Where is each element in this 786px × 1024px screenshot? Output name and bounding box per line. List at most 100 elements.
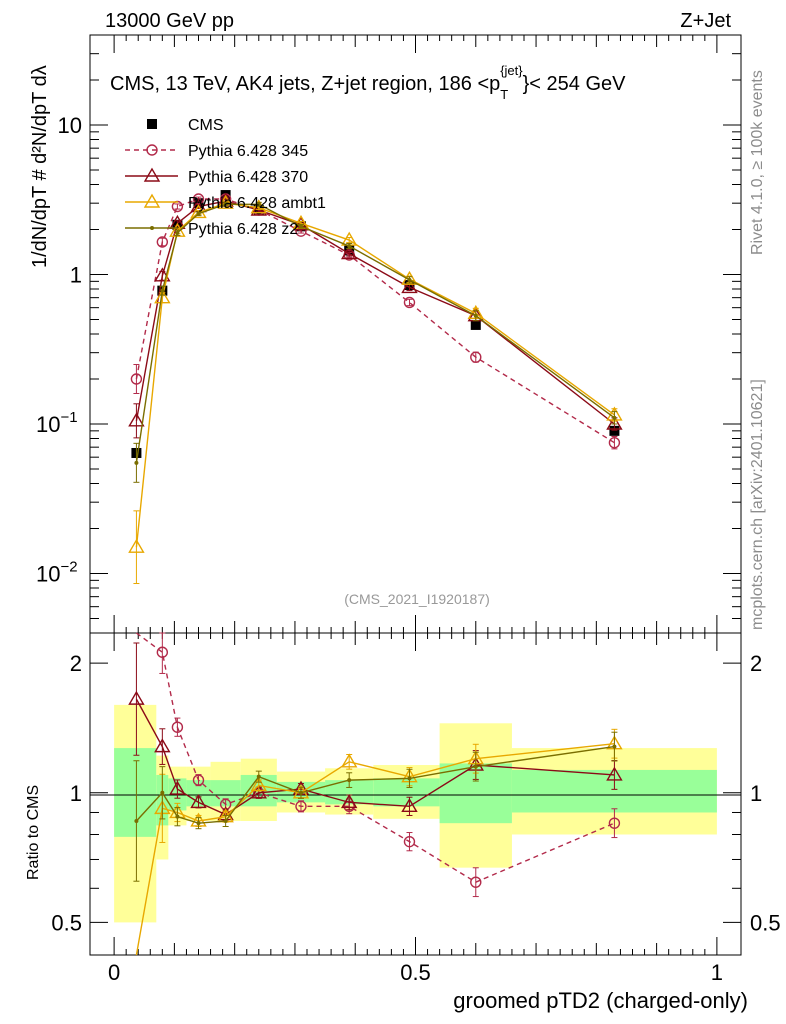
- main-y-label-text: 1/dN/dpT # d²N/dpT dλ: [29, 65, 51, 268]
- ratio-point-ambt1: [340, 753, 358, 768]
- ratio-series-z2: [133, 731, 618, 882]
- ratio-point-z2: [223, 818, 228, 823]
- main-y-tick-label: 10−1: [36, 409, 78, 437]
- data-point-cms: [609, 425, 620, 436]
- data-point-p370: [340, 245, 358, 260]
- ratio-point-z2: [175, 814, 180, 819]
- data-point-p370: [606, 415, 623, 430]
- main-y-axis: 10 1 10−1 10−2: [36, 34, 741, 634]
- data-point-z2: [256, 202, 261, 207]
- data-point-p345: [470, 351, 482, 363]
- x-axis-label: groomed pTD2 (charged-only): [453, 988, 748, 1013]
- ratio-series-p370: [128, 642, 623, 821]
- x-tick-label: 0: [108, 960, 120, 985]
- ratio-point-p345: [470, 876, 482, 888]
- data-point-z2: [473, 313, 478, 318]
- data-point-p345: [156, 236, 169, 248]
- data-point-z2: [160, 288, 165, 293]
- header-right: Z+Jet: [680, 10, 731, 32]
- ratio-point-p345: [295, 800, 307, 813]
- ratio-y-tick-label: 1: [70, 781, 82, 806]
- legend-label-cms: CMS: [188, 117, 224, 134]
- legend: CMS Pythia 6.428 345 Pythia 6.428 370 Pythi…: [125, 117, 326, 238]
- ratio-point-z2: [407, 776, 412, 781]
- ratio-point-z2: [160, 790, 165, 795]
- ratio-y-tick-label: 0.5: [51, 910, 82, 935]
- ratio-bands: [114, 704, 717, 923]
- main-y-tick-label: 1: [70, 263, 82, 288]
- legend-label-p345: Pythia 6.428 345: [188, 143, 308, 160]
- legend-marker-ambt1: [143, 193, 161, 208]
- mcplots-label: mcplots.cern.ch [arXiv:2401.10621]: [749, 379, 766, 630]
- data-point-cms: [193, 198, 204, 209]
- x-tick-label: 1: [711, 960, 723, 985]
- ratio-y-tick-label-right: 2: [750, 651, 762, 676]
- ratio-point-p345: [192, 774, 205, 786]
- ratio-point-p345: [403, 835, 416, 848]
- data-point-p370: [128, 412, 145, 427]
- ratio-y-tick-label-right: 0.5: [750, 910, 781, 935]
- series-z2: [133, 201, 618, 483]
- legend-label-z2: Pythia 6.428 z2: [188, 221, 298, 238]
- main-series-layer: [128, 190, 623, 585]
- ratio-point-p370: [340, 793, 358, 809]
- main-y-label: 1/dN/dpT # d²N/dpT dλ: [29, 65, 51, 268]
- ratio-point-z2: [473, 764, 478, 769]
- ratio-y-tick-label-right: 1: [750, 781, 762, 806]
- uncertainty-band-inner: [373, 778, 440, 807]
- data-point-cms: [470, 319, 481, 330]
- data-point-z2: [175, 230, 180, 235]
- ratio-point-p370: [128, 690, 145, 705]
- series-line-ambt1: [135, 202, 615, 548]
- ratio-point-z2: [298, 790, 303, 795]
- main-y-tick-label: 10−2: [36, 559, 78, 587]
- main-title: CMS, 13 TeV, AK4 jets, Z+jet region, 186…: [110, 63, 626, 102]
- x-tick-label: 0.5: [400, 960, 431, 985]
- data-point-z2: [134, 460, 139, 465]
- data-point-p370: [401, 279, 418, 294]
- data-point-z2: [223, 202, 228, 207]
- ratio-y-label: Ratio to CMS: [25, 785, 42, 880]
- main-y-tick-label: 10: [58, 113, 82, 138]
- legend-label-ambt1: Pythia 6.428 ambt1: [188, 195, 326, 212]
- ratio-point-ambt1: [250, 777, 267, 792]
- ratio-point-z2: [612, 744, 617, 749]
- rivet-label: Rivet 4.1.0, ≥ 100k events: [749, 70, 766, 255]
- series-line-z2: [135, 203, 615, 463]
- data-point-ambt1: [154, 289, 171, 304]
- ratio-axes: 2 2 1 1 0.5 0.5 0 0.5 1: [51, 633, 781, 985]
- data-point-ambt1: [190, 204, 207, 219]
- series-ambt1: [128, 194, 623, 585]
- legend-marker-z2: [150, 226, 154, 230]
- data-point-z2: [612, 415, 617, 420]
- ratio-point-p370: [250, 784, 267, 799]
- legend-label-p370: Pythia 6.428 370: [188, 169, 308, 186]
- legend-marker-p345: [146, 144, 158, 156]
- ratio-point-p345: [156, 646, 169, 658]
- ratio-point-p370: [401, 797, 418, 813]
- ratio-point-p345: [608, 817, 621, 829]
- data-point-z2: [196, 211, 201, 216]
- ratio-series-layer: [128, 632, 623, 956]
- data-point-p345: [192, 193, 205, 205]
- data-point-p345: [608, 436, 621, 449]
- ratio-y-tick-label: 2: [70, 651, 82, 676]
- ratio-point-p370: [169, 780, 186, 795]
- data-point-z2: [298, 224, 303, 229]
- header-left: 13000 GeV pp: [105, 10, 234, 32]
- ratio-point-p370: [154, 738, 171, 753]
- analysis-watermark: (CMS_2021_I1920187): [344, 591, 490, 607]
- ratio-point-z2: [134, 818, 139, 823]
- data-point-ambt1: [217, 194, 234, 209]
- data-point-z2: [407, 277, 412, 282]
- ratio-point-z2: [347, 778, 352, 783]
- legend-marker-cms: [147, 119, 157, 129]
- ratio-point-z2: [196, 821, 201, 826]
- ratio-point-z2: [256, 774, 261, 779]
- data-point-z2: [347, 244, 352, 249]
- data-point-p345: [403, 296, 416, 309]
- uncertainty-band-inner: [114, 748, 157, 837]
- data-point-p345: [130, 373, 143, 385]
- data-point-ambt1: [128, 538, 145, 553]
